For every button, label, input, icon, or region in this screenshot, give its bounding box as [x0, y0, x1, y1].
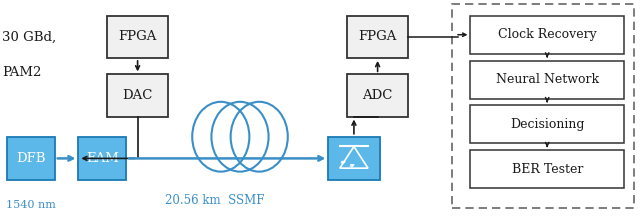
Text: FPGA: FPGA	[358, 30, 397, 43]
Bar	[347, 16, 408, 58]
Text: EAM: EAM	[86, 152, 119, 165]
Bar	[470, 16, 624, 54]
Text: 1540 nm: 1540 nm	[6, 200, 56, 210]
Bar	[107, 74, 168, 117]
Bar	[452, 4, 634, 208]
Text: DFB: DFB	[16, 152, 45, 165]
Text: PAM2: PAM2	[2, 66, 42, 79]
Text: Decisioning: Decisioning	[510, 118, 584, 131]
Bar	[79, 137, 127, 180]
Bar	[347, 74, 408, 117]
Text: DAC: DAC	[122, 89, 153, 102]
Bar	[7, 137, 54, 180]
Bar	[470, 105, 624, 143]
Text: Clock Recovery: Clock Recovery	[498, 28, 596, 41]
Text: Neural Network: Neural Network	[495, 73, 599, 86]
Text: 30 GBd,: 30 GBd,	[2, 30, 56, 43]
Text: ADC: ADC	[362, 89, 393, 102]
Text: BER Tester: BER Tester	[511, 163, 583, 176]
Bar	[470, 61, 624, 99]
Bar	[328, 137, 380, 180]
Bar	[107, 16, 168, 58]
Text: FPGA: FPGA	[118, 30, 157, 43]
Text: 20.56 km  SSMF: 20.56 km SSMF	[164, 194, 264, 207]
Bar	[470, 150, 624, 188]
